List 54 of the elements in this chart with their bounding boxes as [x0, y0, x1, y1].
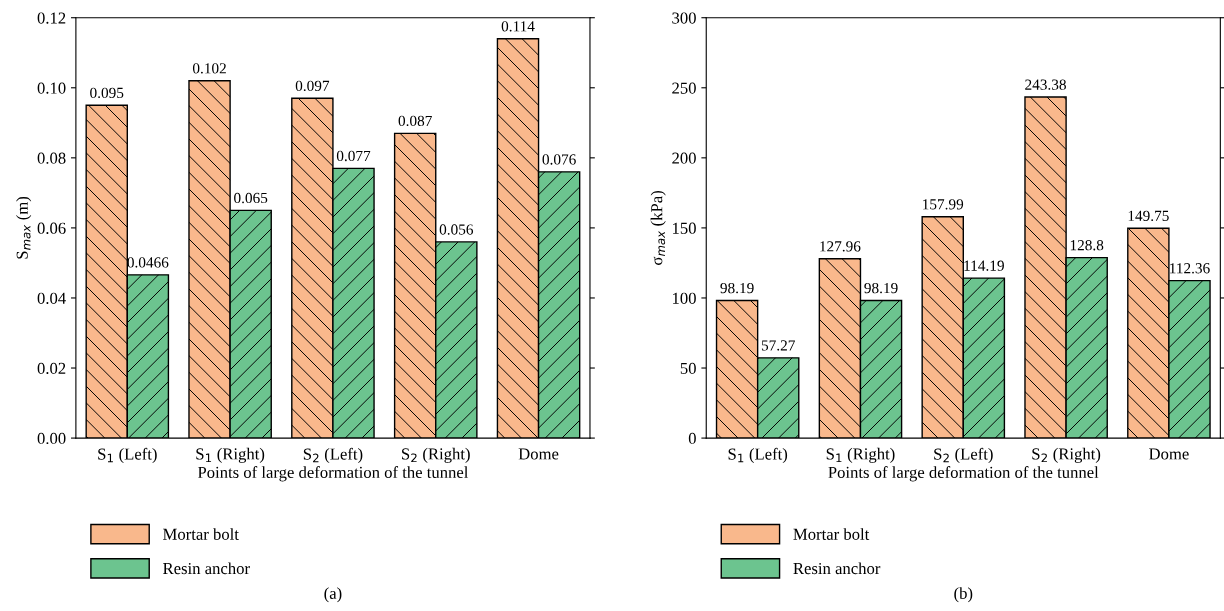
data-label: 0.077: [336, 150, 371, 162]
x-tick-label: S$_{1}$ (Right): [826, 447, 895, 463]
x-tick-label: S$_{2}$ (Right): [402, 447, 470, 463]
y-tick-label: 0.04: [37, 292, 66, 304]
y-axis-title: σ$_{max}$ (kPa): [650, 191, 666, 265]
x-tick-label: Dome: [1149, 448, 1189, 460]
y-tick-label: 0.12: [37, 12, 66, 24]
y-tick-label: 0.06: [37, 222, 66, 234]
y-tick-label: 50: [680, 362, 696, 374]
data-label: 0.102: [192, 63, 226, 74]
data-label: 0.097: [295, 80, 330, 92]
data-label: 243.38: [1025, 79, 1066, 90]
x-tick-label: S$_{2}$ (Left): [303, 447, 363, 464]
y-tick-label: 0: [688, 432, 696, 445]
data-label: 114.19: [964, 260, 1004, 271]
data-label: 57.27: [761, 340, 795, 351]
data-label: 98.19: [864, 282, 898, 294]
legend-label: Mortar bolt: [163, 528, 239, 540]
y-axis-title: S$_{max}$ (m): [16, 196, 32, 259]
x-tick-label: S$_{2}$ (Right): [1032, 447, 1101, 463]
data-label: 0.095: [90, 87, 124, 99]
x-tick-label: S$_{1}$ (Right): [196, 447, 265, 463]
y-tick-label: 0.10: [37, 82, 66, 94]
x-axis-title: Points of large deformation of the tunnel: [197, 466, 469, 482]
y-tick-label: 150: [672, 222, 696, 234]
x-tick-label: S$_{2}$ (Left): [934, 447, 993, 464]
x-tick-label: Dome: [518, 448, 559, 460]
text: (b): [954, 587, 973, 603]
y-tick-label: 0.08: [37, 152, 66, 164]
y-tick-label: 250: [672, 82, 696, 94]
y-tick-label: 100: [672, 292, 696, 304]
data-label: 157.99: [923, 199, 964, 210]
legend-label: Resin anchor: [163, 562, 250, 575]
y-tick-label: 200: [672, 152, 696, 164]
data-label: 149.75: [1128, 210, 1169, 222]
data-label: 112.36: [1170, 263, 1210, 274]
data-label: 0.0466: [127, 257, 169, 268]
x-tick-label: S$_{1}$ (Left): [728, 447, 788, 464]
data-label: 0.087: [398, 115, 432, 127]
data-label: 0.056: [439, 224, 474, 235]
y-tick-label: 0.00: [37, 432, 66, 445]
legend-label: Mortar bolt: [793, 528, 870, 540]
data-label: 0.114: [501, 21, 535, 32]
y-tick-label: 0.02: [37, 362, 66, 375]
x-axis-title: Points of large deformation of the tunnel: [828, 466, 1099, 482]
text: (a): [324, 587, 342, 603]
x-tick-label: S$_{1}$ (Left): [98, 447, 157, 464]
data-label: 98.19: [720, 282, 754, 294]
data-label: 128.8: [1070, 240, 1104, 251]
y-tick-label: 300: [672, 12, 696, 24]
legend-label: Resin anchor: [793, 562, 881, 575]
data-label: 127.96: [820, 241, 861, 252]
data-label: 0.076: [542, 154, 576, 165]
data-label: 0.065: [234, 192, 268, 204]
